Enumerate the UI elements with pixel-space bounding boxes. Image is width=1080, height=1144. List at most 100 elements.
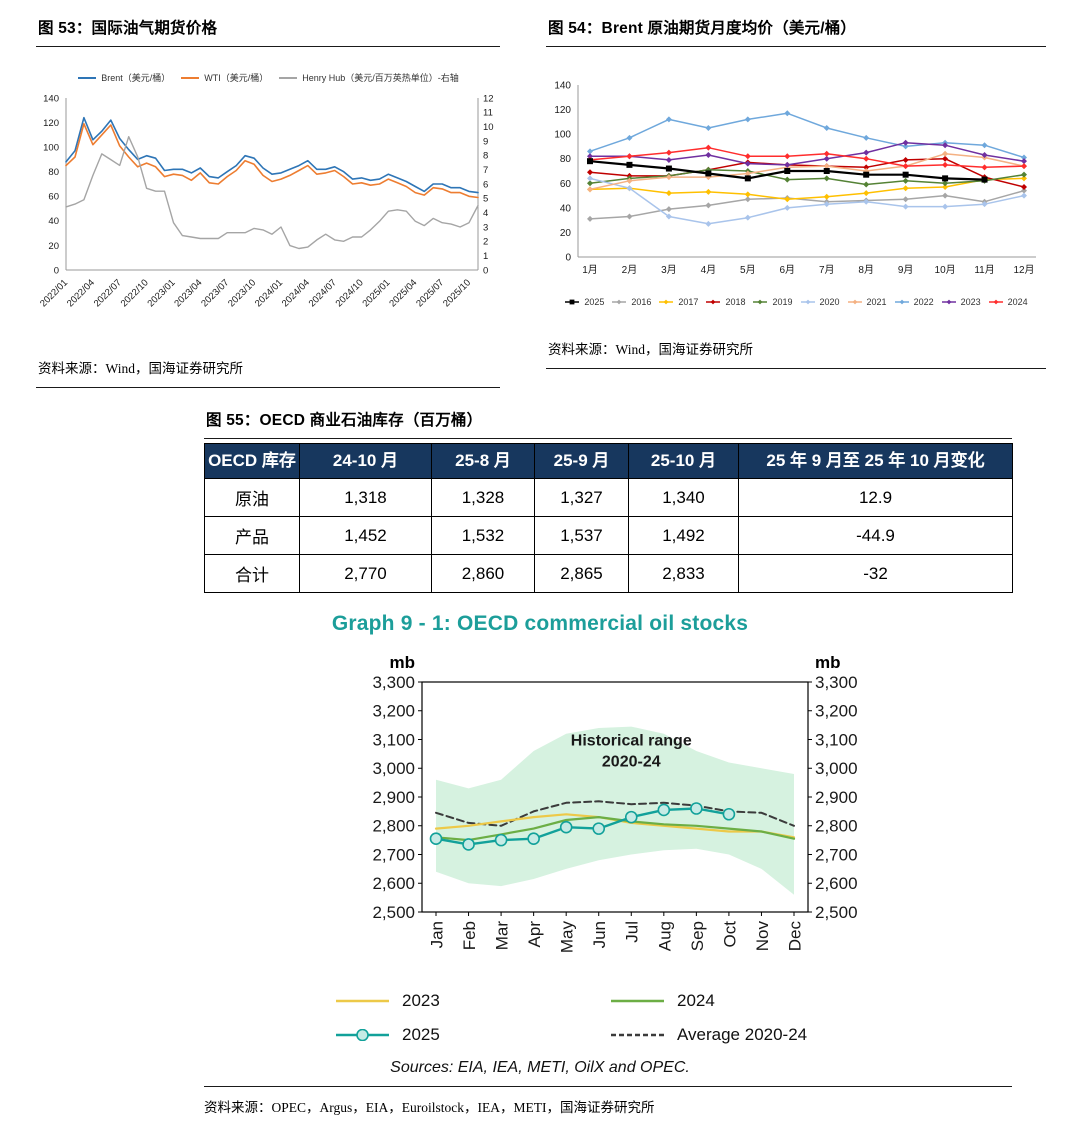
svg-text:2023/04: 2023/04	[172, 277, 204, 309]
fig55-header-row: OECD 库存 24-10 月 25-8 月 25-9 月 25-10 月 25 年 9 …	[204, 442, 1013, 480]
svg-text:120: 120	[43, 118, 59, 129]
svg-text:Oct: Oct	[720, 921, 739, 948]
fig55-cell: 1,327	[534, 478, 629, 518]
svg-text:Historical range: Historical range	[571, 732, 692, 749]
fig55-row-0: 原油 1,318 1,328 1,327 1,340 12.9	[204, 478, 1013, 518]
svg-text:Aug: Aug	[655, 921, 674, 951]
footer-source: 资料来源：OPEC，Argus，EIA，Euroilstock，IEA，METI…	[204, 1086, 1012, 1116]
legend-label: Average 2020-24	[677, 1025, 808, 1044]
fig55-cell: 1,318	[299, 478, 432, 518]
svg-text:0: 0	[565, 253, 571, 264]
svg-text:5: 5	[483, 194, 488, 205]
legend-label: 2020	[819, 297, 840, 307]
svg-text:10: 10	[483, 122, 494, 133]
graph-9-1-chart: 2,500 2,500 2,600 2,600 2,700 2,700 2,800 2,800…	[330, 642, 900, 989]
svg-text:11: 11	[483, 108, 493, 119]
svg-text:2,800: 2,800	[815, 817, 858, 836]
fig55-row-2: 合计 2,770 2,860 2,865 2,833 -32	[204, 554, 1013, 594]
svg-text:2,500: 2,500	[372, 903, 415, 922]
svg-text:6: 6	[483, 179, 488, 190]
svg-text:140: 140	[43, 93, 59, 104]
svg-text:8: 8	[483, 151, 488, 162]
svg-text:0: 0	[483, 265, 488, 276]
svg-text:2024/04: 2024/04	[280, 277, 312, 309]
figure-55-title: 图 55：OECD 商业石油库存（百万桶）	[204, 406, 1012, 439]
figure-54: 图 54：Brent 原油期货月度均价（美元/桶） 0 20 40 60 80 100 12…	[546, 14, 1046, 369]
legend-item-2023: 2023	[335, 991, 610, 1011]
svg-text:80: 80	[48, 167, 59, 178]
svg-text:2,600: 2,600	[372, 874, 415, 893]
legend-swatch	[988, 299, 1003, 305]
fig55-cell: 1,532	[431, 516, 535, 556]
legend-swatch	[181, 76, 200, 79]
svg-text:80: 80	[560, 154, 572, 165]
svg-text:May: May	[558, 921, 577, 954]
svg-text:2025/01: 2025/01	[360, 277, 392, 309]
figure-54-title: 图 54：Brent 原油期货月度均价（美元/桶）	[546, 14, 1046, 47]
svg-text:2: 2	[483, 237, 488, 248]
legend-item-2017: 2017	[658, 296, 698, 308]
svg-text:3,200: 3,200	[815, 702, 858, 721]
legend-swatch	[336, 999, 389, 1003]
svg-text:2024/07: 2024/07	[307, 277, 339, 309]
svg-text:40: 40	[560, 203, 572, 214]
legend-item-2021: 2021	[847, 296, 887, 308]
legend-item-2016: 2016	[611, 296, 651, 308]
legend-swatch	[612, 299, 627, 305]
svg-text:10月: 10月	[935, 264, 956, 276]
svg-text:4: 4	[483, 208, 488, 219]
graph-9-1-title: Graph 9 - 1: OECD commercial oil stocks	[331, 612, 749, 635]
svg-text:2022/10: 2022/10	[119, 277, 151, 309]
fig55-cell: -44.9	[738, 516, 1013, 556]
svg-text:9月: 9月	[898, 264, 914, 276]
svg-text:2025/10: 2025/10	[441, 277, 473, 309]
svg-text:2024/10: 2024/10	[334, 277, 366, 309]
svg-text:Jun: Jun	[590, 921, 609, 948]
oecd-stocks-table: OECD 库存 24-10 月 25-8 月 25-9 月 25-10 月 25 年 9 …	[204, 442, 1013, 594]
svg-text:60: 60	[48, 192, 59, 203]
fig55-col-header-1: 24-10 月	[299, 442, 432, 480]
svg-text:2,800: 2,800	[372, 817, 415, 836]
svg-text:7: 7	[483, 165, 488, 176]
svg-text:0: 0	[54, 265, 59, 276]
legend-swatch	[611, 999, 664, 1003]
svg-text:Jan: Jan	[427, 921, 446, 948]
svg-text:5月: 5月	[740, 264, 756, 276]
legend-swatch	[78, 76, 97, 79]
svg-text:Jul: Jul	[623, 921, 642, 943]
svg-text:100: 100	[554, 130, 571, 141]
fig55-cell: 1,537	[534, 516, 629, 556]
svg-text:2022/04: 2022/04	[65, 277, 97, 309]
fig54-svg: 0 20 40 60 80 100 120 140 1月 2月 3月 4月 5月 6月 7月 8月 9月 10月 1…	[554, 81, 1036, 276]
legend-item-2025: 2025	[335, 1025, 610, 1045]
figure-55: 图 55：OECD 商业石油库存（百万桶） OECD 库存 24-10 月 25-8…	[204, 406, 1013, 594]
fig55-cell: 1,492	[628, 516, 739, 556]
svg-text:3,100: 3,100	[372, 730, 415, 749]
legend-swatch	[706, 299, 721, 305]
legend-swatch	[336, 1029, 389, 1041]
svg-text:mb: mb	[390, 653, 416, 672]
svg-text:9: 9	[483, 136, 488, 147]
fig55-cell: 1,452	[299, 516, 432, 556]
legend-label: 2022	[913, 297, 934, 307]
svg-text:2025/07: 2025/07	[414, 277, 446, 309]
legend-swatch	[753, 299, 768, 305]
graph-9-1-legend: 2023 2024 2025 Average 2020-24	[265, 991, 815, 1045]
figure-53-legend: Brent（美元/桶） WTI（美元/桶） Henry Hub（美元/百万英热单位）…	[36, 71, 500, 84]
svg-text:2,700: 2,700	[372, 845, 415, 864]
legend-swatch	[611, 1033, 664, 1037]
legend-label: 2023	[960, 297, 981, 307]
svg-text:2023/01: 2023/01	[146, 277, 178, 309]
svg-text:2,900: 2,900	[372, 788, 415, 807]
svg-text:3,200: 3,200	[372, 702, 415, 721]
legend-label: 2019	[772, 297, 793, 307]
legend-label: 2024	[1007, 297, 1028, 307]
legend-item-2022: 2022	[894, 296, 934, 308]
svg-text:1月: 1月	[582, 264, 598, 276]
legend-item-2020: 2020	[800, 296, 840, 308]
fig55-row-1: 产品 1,452 1,532 1,537 1,492 -44.9	[204, 516, 1013, 556]
figure-54-source: 资料来源：Wind，国海证券研究所	[546, 330, 1046, 369]
legend-item-henryhub-: Henry Hub（美元/百万英热单位）-右轴	[278, 71, 459, 84]
legend-item-brent: Brent（美元/桶）	[77, 71, 170, 84]
